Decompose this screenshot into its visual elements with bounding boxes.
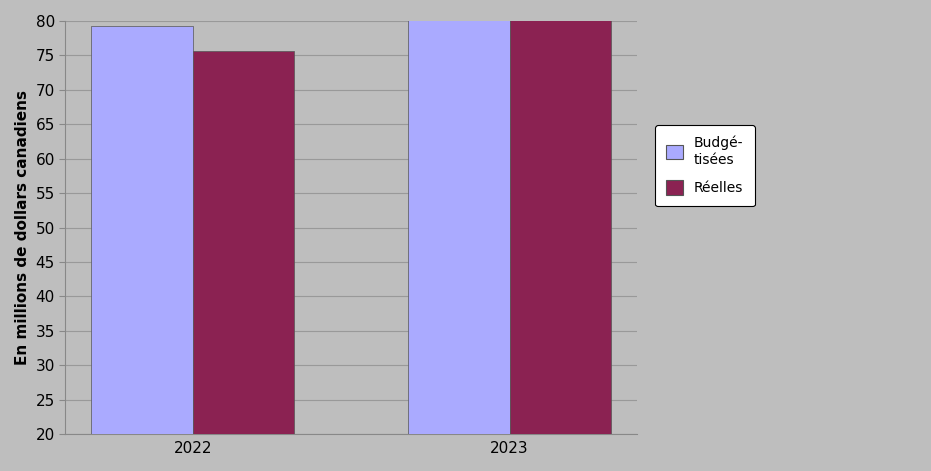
Legend: Budgé-
tisées, Réelles: Budgé- tisées, Réelles [655,125,755,206]
Y-axis label: En millions de dollars canadiens: En millions de dollars canadiens [15,90,30,365]
Bar [91,26,193,434]
Bar [193,50,294,434]
Bar [509,0,611,434]
Bar [408,0,509,434]
